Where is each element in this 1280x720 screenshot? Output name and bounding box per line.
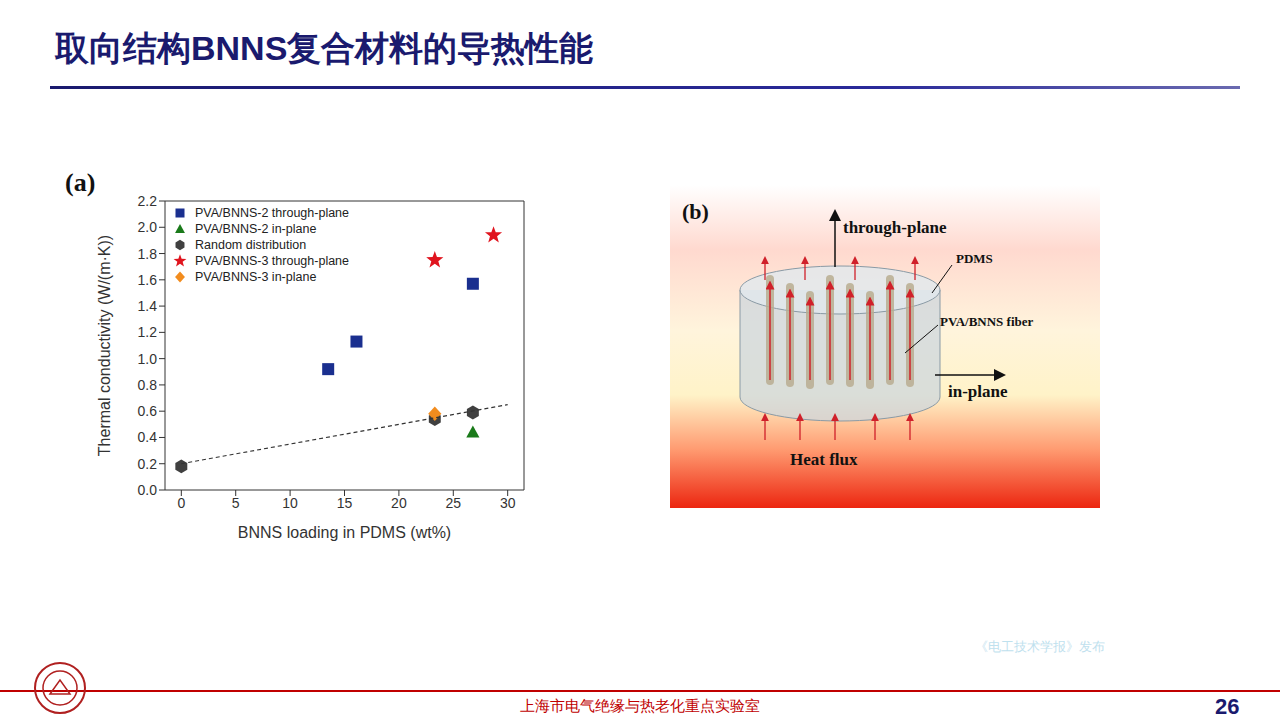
html-text:《电工技术学报》发布: 《电工技术学报》发布 <box>975 639 1105 654</box>
html-text:PVA/BNNS-3 through-plane: PVA/BNNS-3 through-plane <box>195 254 349 268</box>
svg-text:15: 15 <box>337 495 353 511</box>
svg-text:5: 5 <box>232 495 240 511</box>
html-text:PVA/BNNS-2 through-plane: PVA/BNNS-2 through-plane <box>195 206 349 220</box>
svg-text:0.2: 0.2 <box>138 456 158 472</box>
svg-text:1.0: 1.0 <box>138 351 158 367</box>
svg-text:0.0: 0.0 <box>138 482 158 498</box>
svg-text:30: 30 <box>500 495 516 511</box>
svg-text:0.6: 0.6 <box>138 403 158 419</box>
svg-text:0: 0 <box>177 495 185 511</box>
svg-text:25: 25 <box>445 495 461 511</box>
html-text:取向结构BNNS复合材料的导热性能: 取向结构BNNS复合材料的导热性能 <box>55 29 594 67</box>
html-text:PVA/BNNS-3 in-plane: PVA/BNNS-3 in-plane <box>195 270 317 284</box>
svg-text:1.4: 1.4 <box>138 298 158 314</box>
svg-text:0.8: 0.8 <box>138 377 158 393</box>
svg-text:BNNS loading in PDMS (wt%): BNNS loading in PDMS (wt%) <box>238 524 451 541</box>
html-text:(a): (a) <box>65 168 96 197</box>
svg-text:0.4: 0.4 <box>138 429 158 445</box>
html-text:上海市电气绝缘与热老化重点实验室: 上海市电气绝缘与热老化重点实验室 <box>520 697 760 714</box>
svg-text:1.2: 1.2 <box>138 324 158 340</box>
svg-text:PDMS: PDMS <box>956 251 993 266</box>
svg-text:(b): (b) <box>682 199 709 224</box>
html-text:PVA/BNNS-2 in-plane: PVA/BNNS-2 in-plane <box>195 222 317 236</box>
html-text:26: 26 <box>1215 694 1240 719</box>
svg-text:in-plane: in-plane <box>948 382 1008 401</box>
svg-text:Thermal conductivity (W/(m·K)): Thermal conductivity (W/(m·K)) <box>96 235 113 456</box>
svg-text:PVA/BNNS fiber: PVA/BNNS fiber <box>940 314 1034 329</box>
svg-text:1.6: 1.6 <box>138 272 158 288</box>
svg-text:10: 10 <box>282 495 298 511</box>
html-text:Random distribution: Random distribution <box>195 238 307 252</box>
svg-text:through-plane: through-plane <box>843 218 947 237</box>
svg-text:2.2: 2.2 <box>138 193 158 209</box>
svg-text:1.8: 1.8 <box>138 246 158 262</box>
svg-text:Heat flux: Heat flux <box>790 450 858 469</box>
svg-text:2.0: 2.0 <box>138 219 158 235</box>
svg-text:20: 20 <box>391 495 407 511</box>
